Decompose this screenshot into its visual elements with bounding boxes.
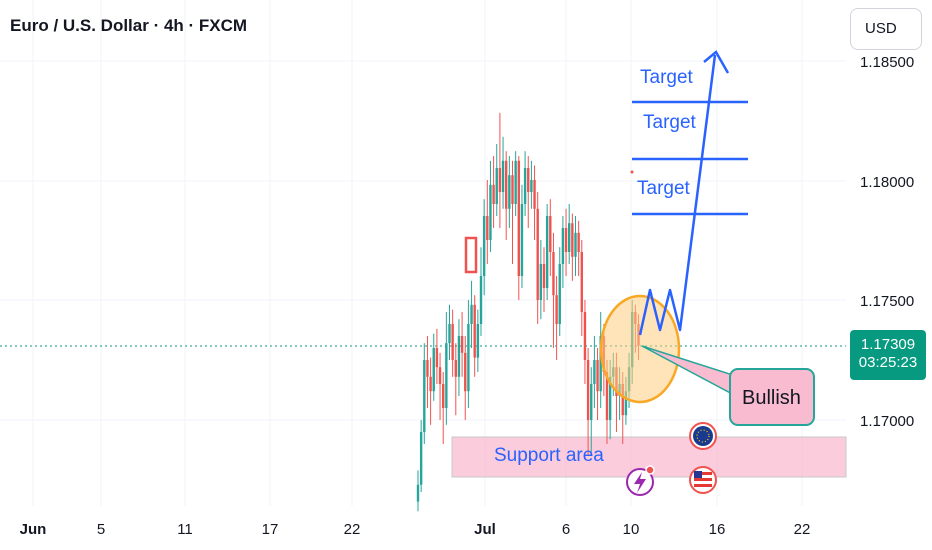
candle — [539, 240, 543, 320]
candle — [467, 300, 470, 408]
candle — [505, 151, 508, 240]
x-axis: Jun 5 11 17 22 Jul 6 10 16 22 — [20, 521, 811, 538]
candle — [457, 319, 461, 396]
candle — [583, 300, 587, 384]
candle — [489, 160, 492, 252]
candle — [476, 309, 480, 372]
x-tick-label: 6 — [562, 521, 570, 538]
chart-grid — [0, 0, 846, 506]
reversal-circle — [599, 294, 681, 404]
candle — [419, 420, 423, 492]
target-label-1: Target — [640, 67, 694, 88]
y-axis: 1.18500 1.18000 1.17500 1.17000 — [860, 54, 914, 430]
candle — [549, 199, 552, 276]
candle — [517, 156, 520, 300]
candle — [464, 336, 467, 420]
y-tick-label: 1.17500 — [860, 293, 914, 310]
candle — [492, 156, 495, 228]
candle — [423, 343, 426, 444]
us-flag-icon[interactable] — [689, 466, 717, 494]
y-tick-label: 1.17000 — [860, 413, 914, 430]
candle — [542, 247, 546, 312]
projection-arrowhead — [703, 50, 730, 74]
candle — [558, 247, 561, 336]
candle — [593, 336, 596, 408]
candle — [454, 343, 457, 416]
currency-selector[interactable]: USD — [850, 8, 922, 50]
x-tick-label: 5 — [97, 521, 105, 538]
candle — [451, 309, 454, 377]
candle — [448, 304, 451, 360]
candle — [426, 336, 429, 408]
chart-title: Euro / U.S. Dollar · 4h · FXCM — [10, 16, 248, 35]
candle — [501, 136, 505, 209]
bullish-text: Bullish — [742, 387, 801, 409]
candle — [479, 247, 483, 336]
highlight-box — [464, 236, 478, 274]
candle — [596, 348, 599, 420]
candle — [470, 280, 473, 348]
candle — [523, 151, 527, 216]
x-tick-label: 17 — [262, 521, 279, 538]
candle — [435, 328, 439, 384]
candle — [495, 144, 498, 216]
eu-flag-icon[interactable] — [689, 422, 717, 450]
target-label-2: Target — [643, 112, 697, 133]
candle — [527, 156, 530, 228]
bullish-callout — [729, 368, 815, 426]
candle — [460, 312, 464, 377]
current-price-value: 1.17309 — [860, 336, 916, 353]
candle — [536, 192, 539, 324]
candle — [533, 165, 536, 240]
x-tick-label: 16 — [709, 521, 726, 538]
x-tick-label: 11 — [177, 521, 193, 538]
candle — [580, 240, 583, 336]
candle — [552, 232, 555, 348]
x-tick-label: 22 — [344, 521, 361, 538]
candle — [564, 208, 568, 276]
support-area-label: Support area — [494, 445, 604, 466]
projection-path — [638, 54, 717, 336]
candle — [530, 160, 533, 209]
candle — [571, 213, 574, 281]
candle — [520, 184, 524, 288]
candle — [561, 216, 565, 288]
candle — [577, 220, 580, 276]
y-tick-label: 1.18500 — [860, 54, 914, 71]
candle — [574, 216, 577, 276]
candle — [486, 180, 489, 264]
candle — [445, 312, 448, 425]
candle — [508, 156, 511, 228]
candle — [511, 160, 514, 264]
candle — [586, 348, 590, 456]
small-marker — [630, 170, 634, 174]
candle — [590, 367, 593, 456]
candle — [482, 199, 486, 296]
candle-countdown: 03:25:23 — [858, 354, 918, 371]
x-tick-label: 22 — [794, 521, 811, 538]
candle — [429, 357, 432, 425]
candle — [498, 112, 502, 228]
x-tick-label: Jul — [474, 521, 496, 538]
lightning-icon[interactable] — [626, 465, 655, 496]
candle — [545, 204, 549, 300]
current-price-tag: 1.17309 03:25:23 — [850, 330, 926, 380]
candle — [514, 151, 517, 216]
candle — [438, 352, 442, 420]
candle — [432, 333, 435, 401]
target-label-3: Target — [637, 178, 691, 199]
x-tick-label: Jun — [20, 521, 47, 538]
candle — [442, 372, 445, 444]
candle — [416, 470, 420, 512]
candle — [568, 204, 571, 264]
candle — [555, 276, 558, 360]
candle — [473, 295, 476, 377]
y-tick-label: 1.18000 — [860, 174, 914, 191]
x-tick-label: 10 — [623, 521, 640, 538]
